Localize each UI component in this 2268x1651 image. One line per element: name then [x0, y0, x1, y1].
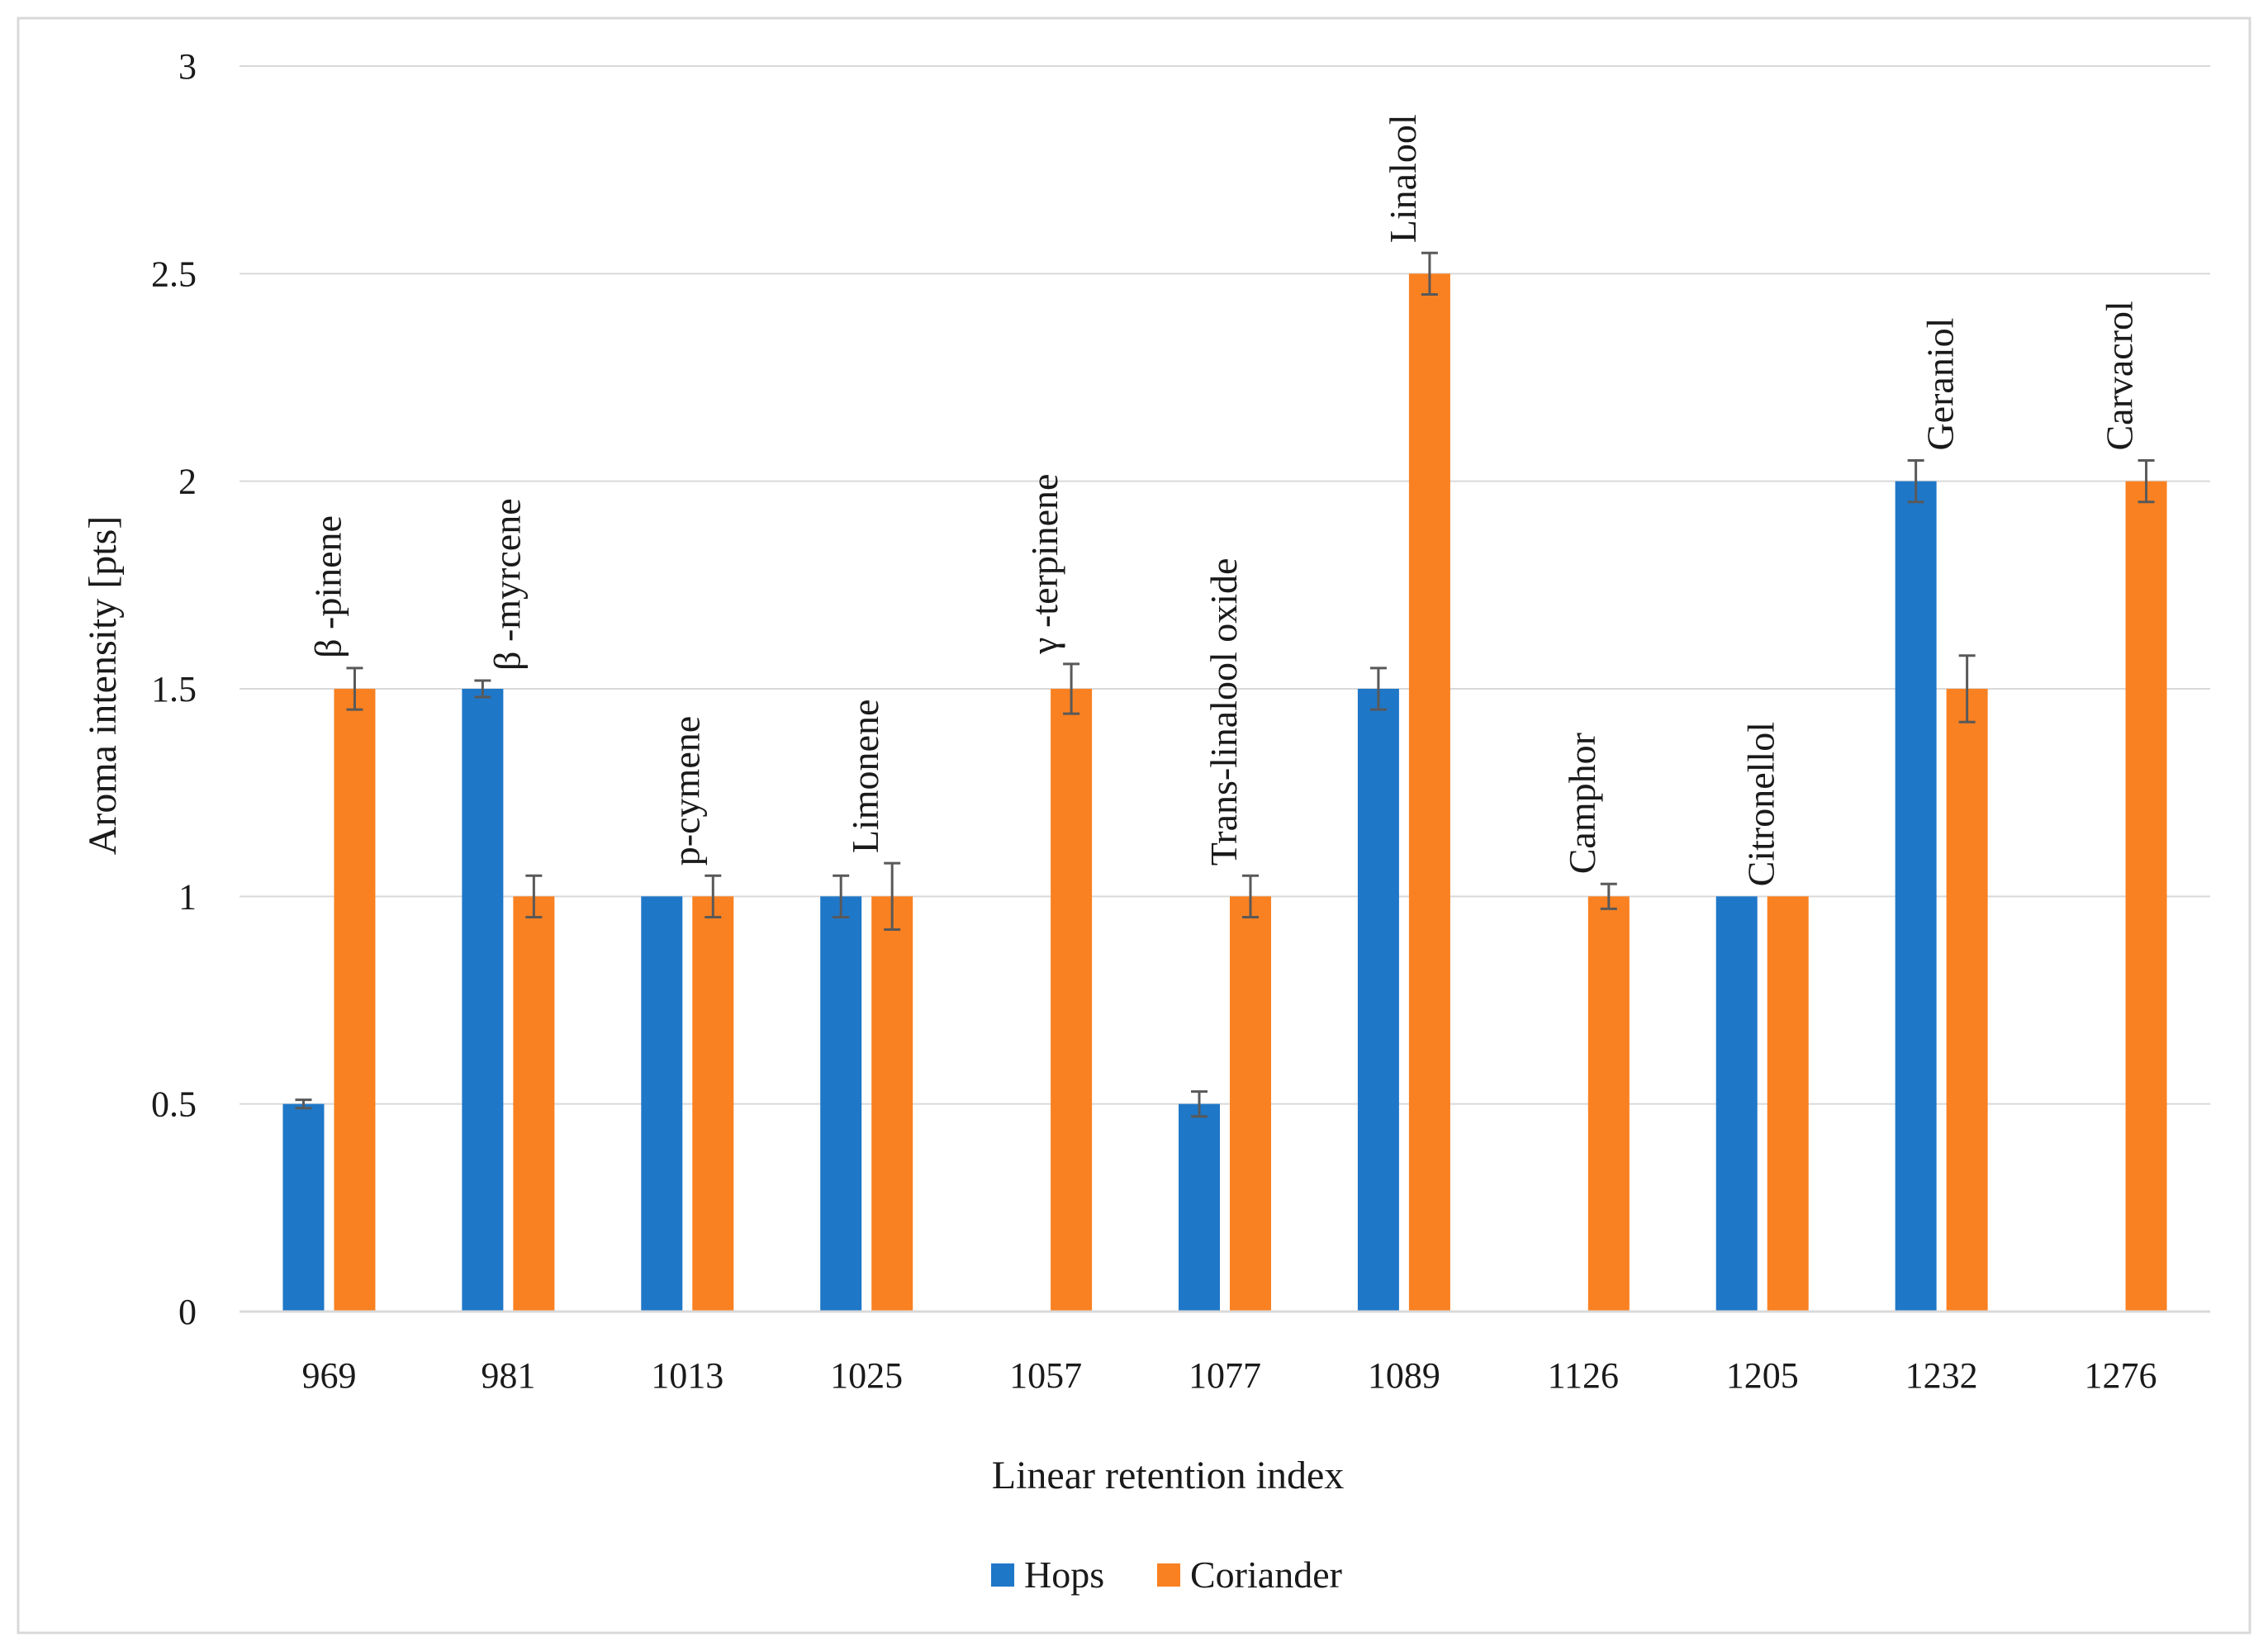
- legend: Hops Coriander: [991, 1554, 1342, 1596]
- x-axis-title: Linear retention index: [992, 1454, 1345, 1497]
- bar-coriander-1276: [2125, 481, 2167, 1312]
- compound-label-1276: Carvacrol: [2099, 301, 2141, 450]
- x-tick-label-1013: 1013: [651, 1355, 724, 1396]
- bar-coriander-1013: [692, 896, 734, 1312]
- bar-hops-1025: [820, 896, 862, 1312]
- bar-coriander-1089: [1408, 273, 1450, 1312]
- y-tick-label-1: 0.5: [151, 1084, 197, 1125]
- error-bar-hops-1025: [833, 874, 850, 918]
- x-tick-label-1077: 1077: [1189, 1355, 1261, 1396]
- x-tick-label-1205: 1205: [1726, 1355, 1799, 1396]
- y-tick-label-5: 2.5: [151, 254, 197, 294]
- error-bar-coriander-1089: [1421, 251, 1438, 296]
- compound-label-1232: Geraniol: [1919, 318, 1962, 451]
- error-bar-coriander-1276: [2138, 459, 2155, 504]
- error-bar-coriander-1013: [705, 874, 722, 918]
- legend-swatch-coriander: [1157, 1563, 1180, 1587]
- error-bar-coriander-1057: [1063, 662, 1080, 715]
- error-bar-hops-969: [295, 1098, 312, 1110]
- x-tick-label-1126: 1126: [1548, 1355, 1619, 1396]
- error-bar-hops-1232: [1907, 459, 1924, 504]
- axis-layer: 0 0.5 1 1.5 2 2.5 3 969 981 1013 1025 1057 1077 1089 1…: [151, 46, 2210, 1396]
- bar-hops-1089: [1357, 689, 1399, 1312]
- bar-hops-969: [282, 1103, 325, 1312]
- bar-hops-1205: [1715, 896, 1758, 1312]
- error-bar-coriander-981: [525, 874, 543, 918]
- y-tick-label-6: 3: [178, 46, 197, 87]
- bar-coriander-1232: [1946, 689, 1988, 1312]
- error-bar-coriander-1232: [1958, 654, 1976, 723]
- bar-coriander-1057: [1051, 689, 1093, 1312]
- x-tick-label-1276: 1276: [2085, 1355, 2157, 1396]
- compound-label-1057: γ -terpinene: [1023, 474, 1065, 655]
- x-tick-label-1232: 1232: [1905, 1355, 1978, 1396]
- y-tick-label-2: 1: [178, 876, 197, 917]
- error-bar-hops-981: [474, 679, 491, 699]
- bar-hops-1232: [1895, 481, 1937, 1312]
- compound-label-1077: Trans-linalool oxide: [1203, 558, 1245, 866]
- compound-label-1013: p-cymene: [665, 716, 707, 866]
- y-axis-title: Aroma intensity [pts]: [81, 516, 125, 856]
- legend-swatch-hops: [991, 1563, 1014, 1587]
- bar-layer: [282, 251, 2167, 1312]
- error-bar-coriander-969: [346, 667, 363, 711]
- bar-hops-1013: [641, 896, 683, 1312]
- compound-label-1025: Limonene: [844, 700, 886, 854]
- legend-label-coriander: Coriander: [1190, 1554, 1342, 1596]
- bar-coriander-1205: [1767, 896, 1809, 1312]
- y-tick-label-0: 0: [178, 1292, 197, 1332]
- x-tick-label-969: 969: [301, 1355, 356, 1396]
- error-bar-hops-1089: [1369, 667, 1387, 711]
- x-tick-label-1089: 1089: [1368, 1355, 1440, 1396]
- bar-hops-981: [462, 689, 504, 1312]
- label-layer: β -pinene β -myrcene p-cymene Limonene γ -te…: [306, 114, 2140, 886]
- bar-coriander-981: [513, 896, 555, 1312]
- error-bar-coriander-1126: [1600, 882, 1617, 910]
- chart-frame: [17, 17, 2251, 1634]
- compound-label-1089: Linalool: [1382, 114, 1424, 243]
- compound-label-981: β -myrcene: [486, 498, 528, 671]
- error-bar-coriander-1025: [884, 861, 901, 932]
- error-bar-coriander-1077: [1242, 874, 1259, 918]
- bar-coriander-1126: [1587, 896, 1630, 1312]
- y-tick-label-4: 2: [178, 462, 197, 502]
- bar-coriander-1077: [1230, 896, 1271, 1312]
- compound-label-969: β -pinene: [306, 515, 349, 658]
- x-tick-label-981: 981: [481, 1355, 535, 1396]
- y-tick-label-3: 1.5: [151, 669, 197, 709]
- grid-layer: [240, 65, 2210, 1105]
- x-tick-label-1025: 1025: [830, 1355, 903, 1396]
- bar-coriander-1025: [871, 896, 913, 1312]
- bar-hops-1077: [1179, 1103, 1220, 1312]
- error-bar-hops-1077: [1191, 1090, 1208, 1118]
- compound-label-1126: Camphor: [1561, 733, 1603, 874]
- bar-coriander-969: [334, 689, 376, 1312]
- x-tick-label-1057: 1057: [1009, 1355, 1082, 1396]
- legend-label-hops: Hops: [1024, 1554, 1104, 1596]
- compound-label-1205: Citronellol: [1740, 722, 1782, 886]
